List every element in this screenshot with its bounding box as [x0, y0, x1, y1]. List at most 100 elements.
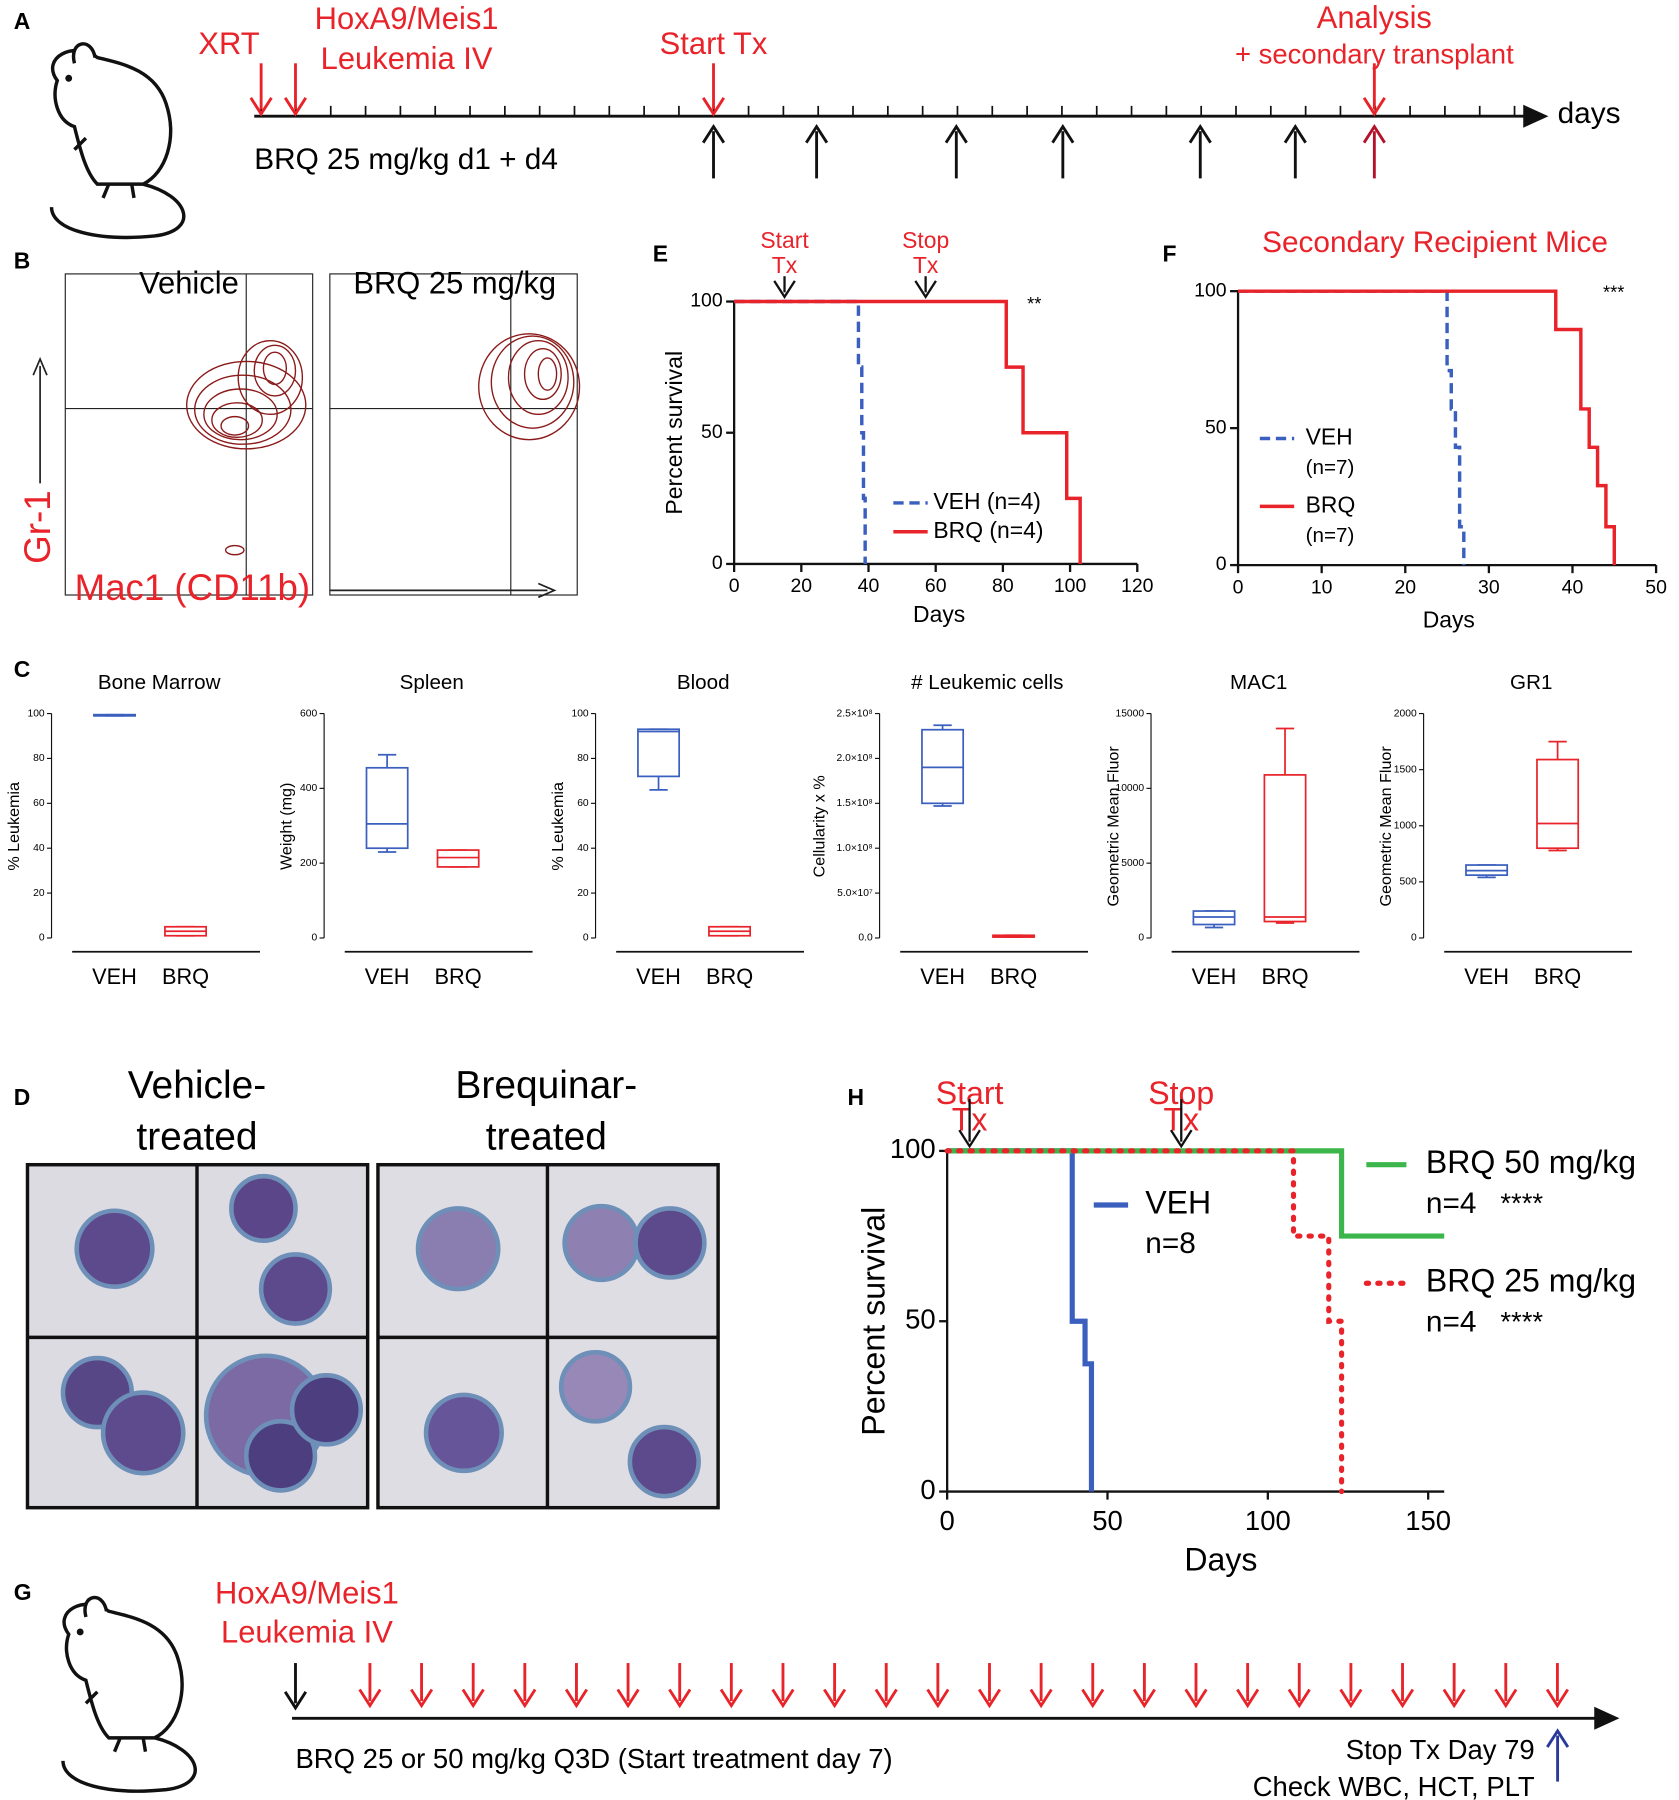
arrow-head	[249, 97, 273, 117]
flow-plots	[64, 273, 581, 596]
y-tick-label: 2000	[1394, 708, 1417, 719]
label: Analysis	[1317, 0, 1432, 35]
label: BRQ 25 or 50 mg/kg Q3D (Start treatment …	[295, 1743, 892, 1774]
arrow-head	[1362, 123, 1386, 144]
y-tick-label: 100	[27, 708, 44, 719]
timeline-arrowhead	[1523, 104, 1549, 128]
legend-label: n=8	[1145, 1227, 1196, 1260]
survival-curve	[734, 299, 867, 564]
chart-title: MAC1	[1230, 671, 1287, 694]
y-axis-label: Percent survival	[661, 351, 687, 515]
label: HoxA9/Meis1	[315, 1, 499, 36]
arrow-head	[1236, 1688, 1260, 1709]
plot-title: BRQ 25 mg/kg	[353, 266, 556, 301]
y-tick-label: 1.5×10⁸	[837, 798, 873, 809]
panel-letter: G	[14, 1579, 32, 1605]
cytology-images	[25, 1162, 720, 1510]
arrow-head	[1287, 1688, 1311, 1709]
y-tick-label: 100	[1194, 279, 1227, 301]
arrow-head	[668, 1688, 692, 1709]
x-tick-label: VEH	[1192, 964, 1237, 989]
x-tick-label: BRQ	[162, 964, 209, 989]
axis-arrow	[32, 356, 48, 376]
box	[365, 766, 409, 850]
legend-label: BRQ (n=4)	[933, 517, 1043, 543]
label: Leukemia IV	[221, 1614, 393, 1649]
arrow-head	[1283, 123, 1307, 144]
y-tick-label: 200	[300, 858, 317, 869]
x-tick-label: 20	[790, 575, 812, 597]
x-tick-label: 40	[1562, 576, 1584, 598]
y-tick-label: 100	[571, 708, 588, 719]
y-tick-label: 50	[1205, 416, 1227, 438]
label: Stop Tx Day 79	[1346, 1734, 1535, 1765]
y-tick-label: 60	[577, 798, 589, 809]
y-tick-label: 0	[1411, 933, 1417, 944]
y-tick-label: 2.0×10⁸	[837, 753, 873, 764]
x-tick-label: VEH	[636, 964, 681, 989]
y-tick-label: 5000	[1121, 858, 1144, 869]
x-tick-label: VEH	[920, 964, 965, 989]
label: BRQ 25 mg/kg d1 + d4	[254, 143, 558, 176]
annotation: Tx	[772, 252, 798, 278]
legend-label: VEH	[1145, 1184, 1211, 1220]
image-title: treated	[136, 1116, 257, 1159]
whisker	[377, 753, 397, 768]
arrow-head	[771, 1688, 795, 1709]
y-tick-label: 0	[312, 933, 318, 944]
arrow-head	[1051, 123, 1075, 144]
y-tick-label: 60	[33, 798, 45, 809]
survival-curve	[1238, 289, 1466, 566]
arrow-head	[1188, 123, 1212, 144]
y-tick-label: 0.0	[858, 933, 873, 944]
arrow-head	[1494, 1688, 1518, 1709]
x-tick-label: 80	[992, 575, 1014, 597]
y-tick-label: 600	[300, 708, 317, 719]
arrow-head	[358, 1688, 382, 1709]
arrow-head	[1081, 1688, 1105, 1709]
survival-curve	[1238, 289, 1617, 566]
x-tick-label: 150	[1405, 1505, 1451, 1536]
label: + secondary transplant	[1235, 39, 1514, 70]
annotation: Tx	[913, 252, 939, 278]
arrow-head	[805, 123, 829, 144]
y-tick-label: 2.5×10⁸	[837, 708, 873, 719]
y-axis-label: % Leukemia	[5, 782, 23, 871]
arrow-head	[283, 97, 307, 117]
y-tick-label: 40	[33, 843, 45, 854]
label: Check WBC, HCT, PLT	[1253, 1771, 1535, 1800]
x-tick-label: 40	[858, 575, 880, 597]
y-tick-label: 1000	[1394, 820, 1417, 831]
chart-title: # Leukemic cells	[911, 671, 1063, 694]
y-axis-label: % Leukemia	[549, 782, 567, 871]
x-tick-label: VEH	[1464, 964, 1509, 989]
arrow-head	[914, 280, 937, 300]
y-tick-label: 0	[712, 552, 723, 574]
x-tick-label: VEH	[92, 964, 137, 989]
chart-title: Bone Marrow	[98, 671, 221, 694]
arrow-head	[410, 1688, 434, 1709]
x-tick-label: 120	[1121, 575, 1154, 597]
box	[637, 728, 681, 778]
y-axis-label: Geometric Mean Fluor	[1105, 746, 1123, 907]
arrow-head	[513, 1688, 537, 1709]
survival-curve	[734, 299, 1082, 564]
survival-curve	[947, 1148, 1095, 1492]
y-tick-label: 80	[33, 753, 45, 764]
legend-label: BRQ	[1306, 491, 1356, 517]
axis-label: Gr-1	[17, 490, 58, 564]
arrow-head	[1339, 1688, 1363, 1709]
annotation: Stop	[902, 227, 949, 253]
y-tick-label: 0	[920, 1474, 935, 1505]
arrow-head	[702, 97, 726, 117]
arrow-head	[719, 1688, 743, 1709]
x-tick-label: VEH	[365, 964, 410, 989]
y-tick-label: 1.0×10⁸	[837, 843, 873, 854]
significance: ****	[1500, 1306, 1543, 1337]
x-tick-label: 50	[1645, 576, 1667, 598]
y-tick-label: 80	[577, 753, 589, 764]
box	[436, 849, 480, 868]
panel-letter: F	[1162, 241, 1176, 267]
y-tick-label: 0	[583, 933, 589, 944]
